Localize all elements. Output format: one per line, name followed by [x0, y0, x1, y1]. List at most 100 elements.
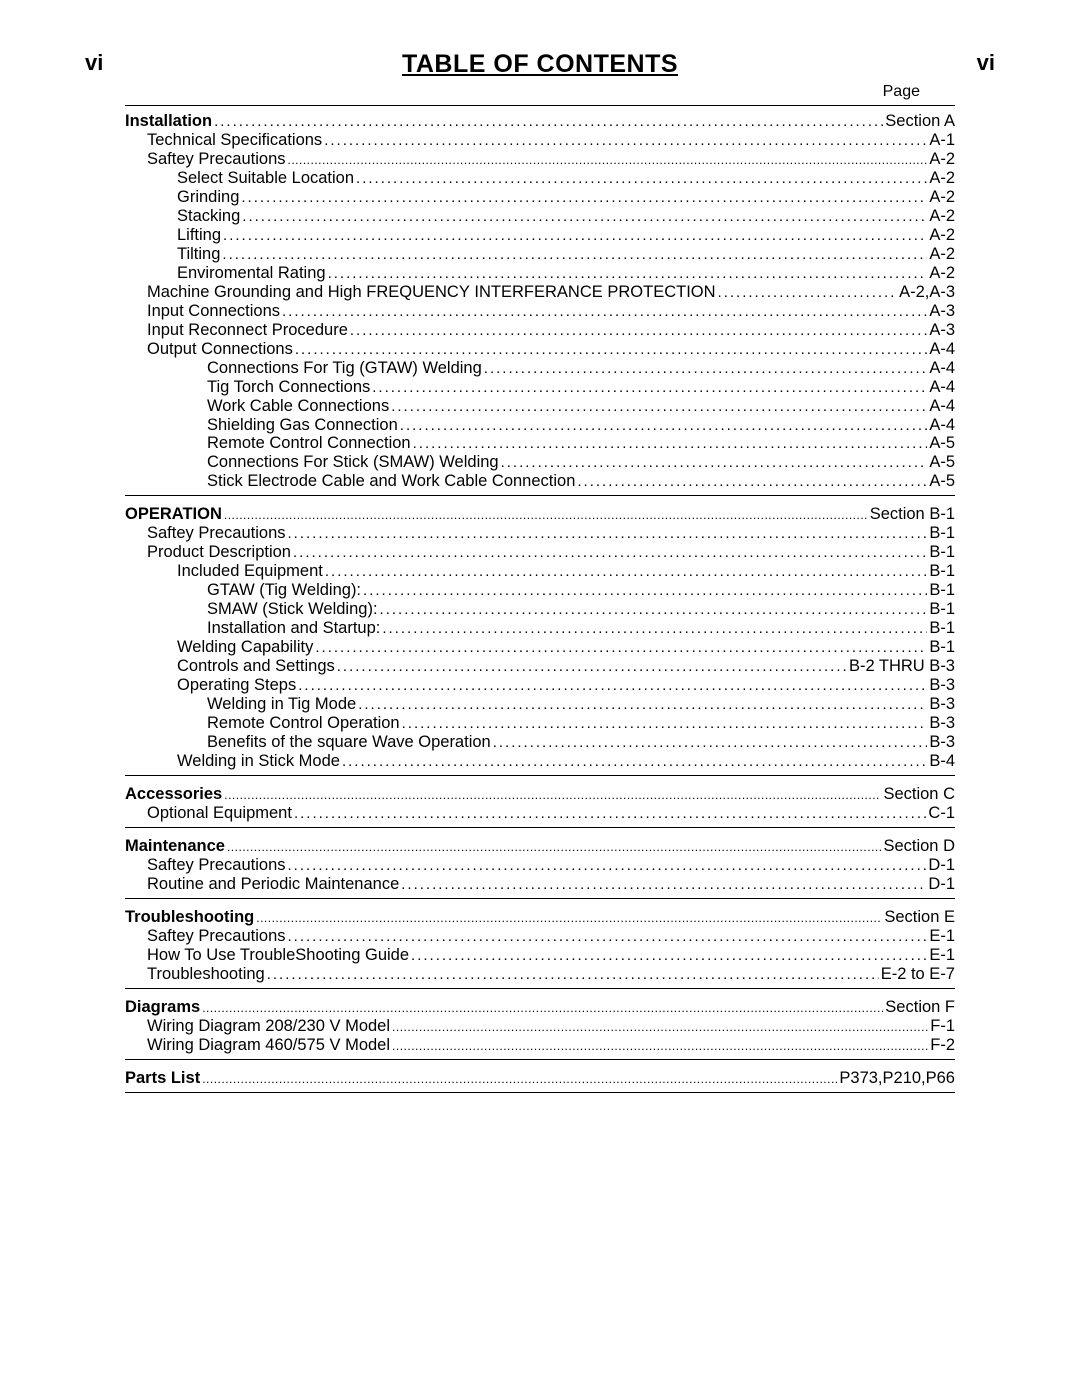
- section-rule: [125, 1092, 955, 1093]
- toc-entry-page: E-1: [929, 946, 955, 965]
- toc-entry-label: Welding in Tig Mode: [207, 695, 356, 714]
- toc-entry-label: Installation: [125, 112, 212, 131]
- toc-entry: Technical SpecificationsA-1: [125, 131, 955, 150]
- toc-entry: Parts ListP373,P210,P66: [125, 1069, 955, 1088]
- toc-entry-label: Saftey Precautions: [147, 524, 286, 543]
- toc-leader: [392, 1017, 928, 1036]
- toc-leader: [400, 416, 928, 435]
- toc-entry-page: A-2: [929, 207, 955, 226]
- toc-entry-page: B-4: [929, 752, 955, 771]
- table-of-contents: InstallationSection ATechnical Specifica…: [125, 105, 955, 1093]
- toc-entry-label: Output Connections: [147, 340, 293, 359]
- toc-entry-page: B-2 THRU B-3: [849, 657, 955, 676]
- toc-entry-page: Section C: [883, 785, 955, 804]
- toc-entry-page: A-4: [929, 378, 955, 397]
- toc-entry-page: A-2: [929, 264, 955, 283]
- section-rule: [125, 775, 955, 776]
- toc-entry-label: Tilting: [177, 245, 220, 264]
- toc-entry: Connections For Tig (GTAW) WeldingA-4: [125, 359, 955, 378]
- section-rule: [125, 827, 955, 828]
- toc-entry: TroubleshootingE-2 to E-7: [125, 965, 955, 984]
- toc-entry-page: B-1: [929, 524, 955, 543]
- toc-entry: SMAW (Stick Welding):B-1: [125, 600, 955, 619]
- toc-entry: Optional Equipment C-1: [125, 804, 955, 823]
- toc-entry-label: Wiring Diagram 208/230 V Model: [147, 1017, 390, 1036]
- toc-entry: Operating Steps B-3: [125, 676, 955, 695]
- toc-leader: [282, 302, 927, 321]
- toc-entry-label: Saftey Precautions: [147, 856, 286, 875]
- toc-leader: [501, 453, 928, 472]
- toc-entry-page: B-3: [929, 695, 955, 714]
- page-number-left: vi: [85, 50, 103, 76]
- toc-entry: Included Equipment B-1: [125, 562, 955, 581]
- toc-entry-label: Remote Control Operation: [207, 714, 400, 733]
- toc-entry-label: Optional Equipment: [147, 804, 292, 823]
- toc-entry: Saftey Precautions B-1: [125, 524, 955, 543]
- toc-entry-page: Section F: [885, 998, 955, 1017]
- toc-leader: [350, 321, 927, 340]
- toc-entry: Stick Electrode Cable and Work Cable Con…: [125, 472, 955, 491]
- toc-entry-page: B-1: [929, 562, 955, 581]
- toc-entry-page: A-5: [929, 453, 955, 472]
- toc-leader: [324, 131, 927, 150]
- toc-entry-page: D-1: [928, 856, 955, 875]
- toc-leader: [358, 695, 927, 714]
- toc-entry-page: A-3: [929, 321, 955, 340]
- toc-leader: [577, 472, 927, 491]
- toc-entry-page: B-3: [929, 733, 955, 752]
- toc-leader: [202, 998, 883, 1017]
- toc-leader: [288, 856, 927, 875]
- toc-entry: AccessoriesSection C: [125, 785, 955, 804]
- section-rule: [125, 898, 955, 899]
- toc-entry: Welding in Tig Mode B-3: [125, 695, 955, 714]
- toc-entry-label: Input Reconnect Procedure: [147, 321, 348, 340]
- toc-entry-label: Included Equipment: [177, 562, 323, 581]
- section-rule: [125, 105, 955, 106]
- toc-leader: [241, 188, 927, 207]
- toc-leader: [718, 283, 898, 302]
- toc-entry-label: Welding Capability: [177, 638, 313, 657]
- toc-entry-label: Controls and Settings: [177, 657, 335, 676]
- toc-entry: Tig Torch ConnectionsA-4: [125, 378, 955, 397]
- section-rule: [125, 1059, 955, 1060]
- toc-entry: Work Cable ConnectionsA-4: [125, 397, 955, 416]
- toc-leader: [380, 600, 928, 619]
- page-number-right: vi: [977, 50, 995, 76]
- toc-leader: [294, 804, 926, 823]
- toc-entry-label: Shielding Gas Connection: [207, 416, 398, 435]
- toc-leader: [223, 226, 927, 245]
- toc-entry: Controls and Settings B-2 THRU B-3: [125, 657, 955, 676]
- toc-entry: Installation and Startup: B-1: [125, 619, 955, 638]
- toc-leader: [315, 638, 927, 657]
- toc-entry-page: A-5: [929, 472, 955, 491]
- toc-leader: [411, 946, 927, 965]
- toc-entry: MaintenanceSection D: [125, 837, 955, 856]
- toc-leader: [293, 543, 927, 562]
- toc-entry-label: Troubleshooting: [147, 965, 265, 984]
- toc-leader: [337, 657, 847, 676]
- toc-entry-label: Saftey Precautions: [147, 927, 286, 946]
- toc-leader: [401, 875, 926, 894]
- toc-entry-page: A-4: [929, 416, 955, 435]
- toc-leader: [256, 908, 882, 927]
- toc-entry-label: Stacking: [177, 207, 240, 226]
- toc-leader: [484, 359, 928, 378]
- toc-entry-label: Routine and Periodic Maintenance: [147, 875, 399, 894]
- section-rule: [125, 495, 955, 496]
- toc-entry-label: How To Use TroubleShooting Guide: [147, 946, 409, 965]
- toc-entry-page: P373,P210,P66: [839, 1069, 955, 1088]
- toc-leader: [288, 927, 928, 946]
- toc-entry-page: F-1: [930, 1017, 955, 1036]
- toc-leader: [267, 965, 879, 984]
- toc-entry: TroubleshootingSection E: [125, 908, 955, 927]
- toc-entry-page: B-1: [929, 581, 955, 600]
- toc-leader: [222, 245, 927, 264]
- toc-entry-page: B-3: [929, 676, 955, 695]
- toc-entry-label: Wiring Diagram 460/575 V Model: [147, 1036, 390, 1055]
- toc-entry: LiftingA-2: [125, 226, 955, 245]
- toc-leader: [224, 785, 881, 804]
- toc-entry-label: Operating Steps: [177, 676, 296, 695]
- toc-entry-label: Welding in Stick Mode: [177, 752, 340, 771]
- toc-entry-page: A-5: [929, 434, 955, 453]
- document-title: TABLE OF CONTENTS: [90, 50, 990, 79]
